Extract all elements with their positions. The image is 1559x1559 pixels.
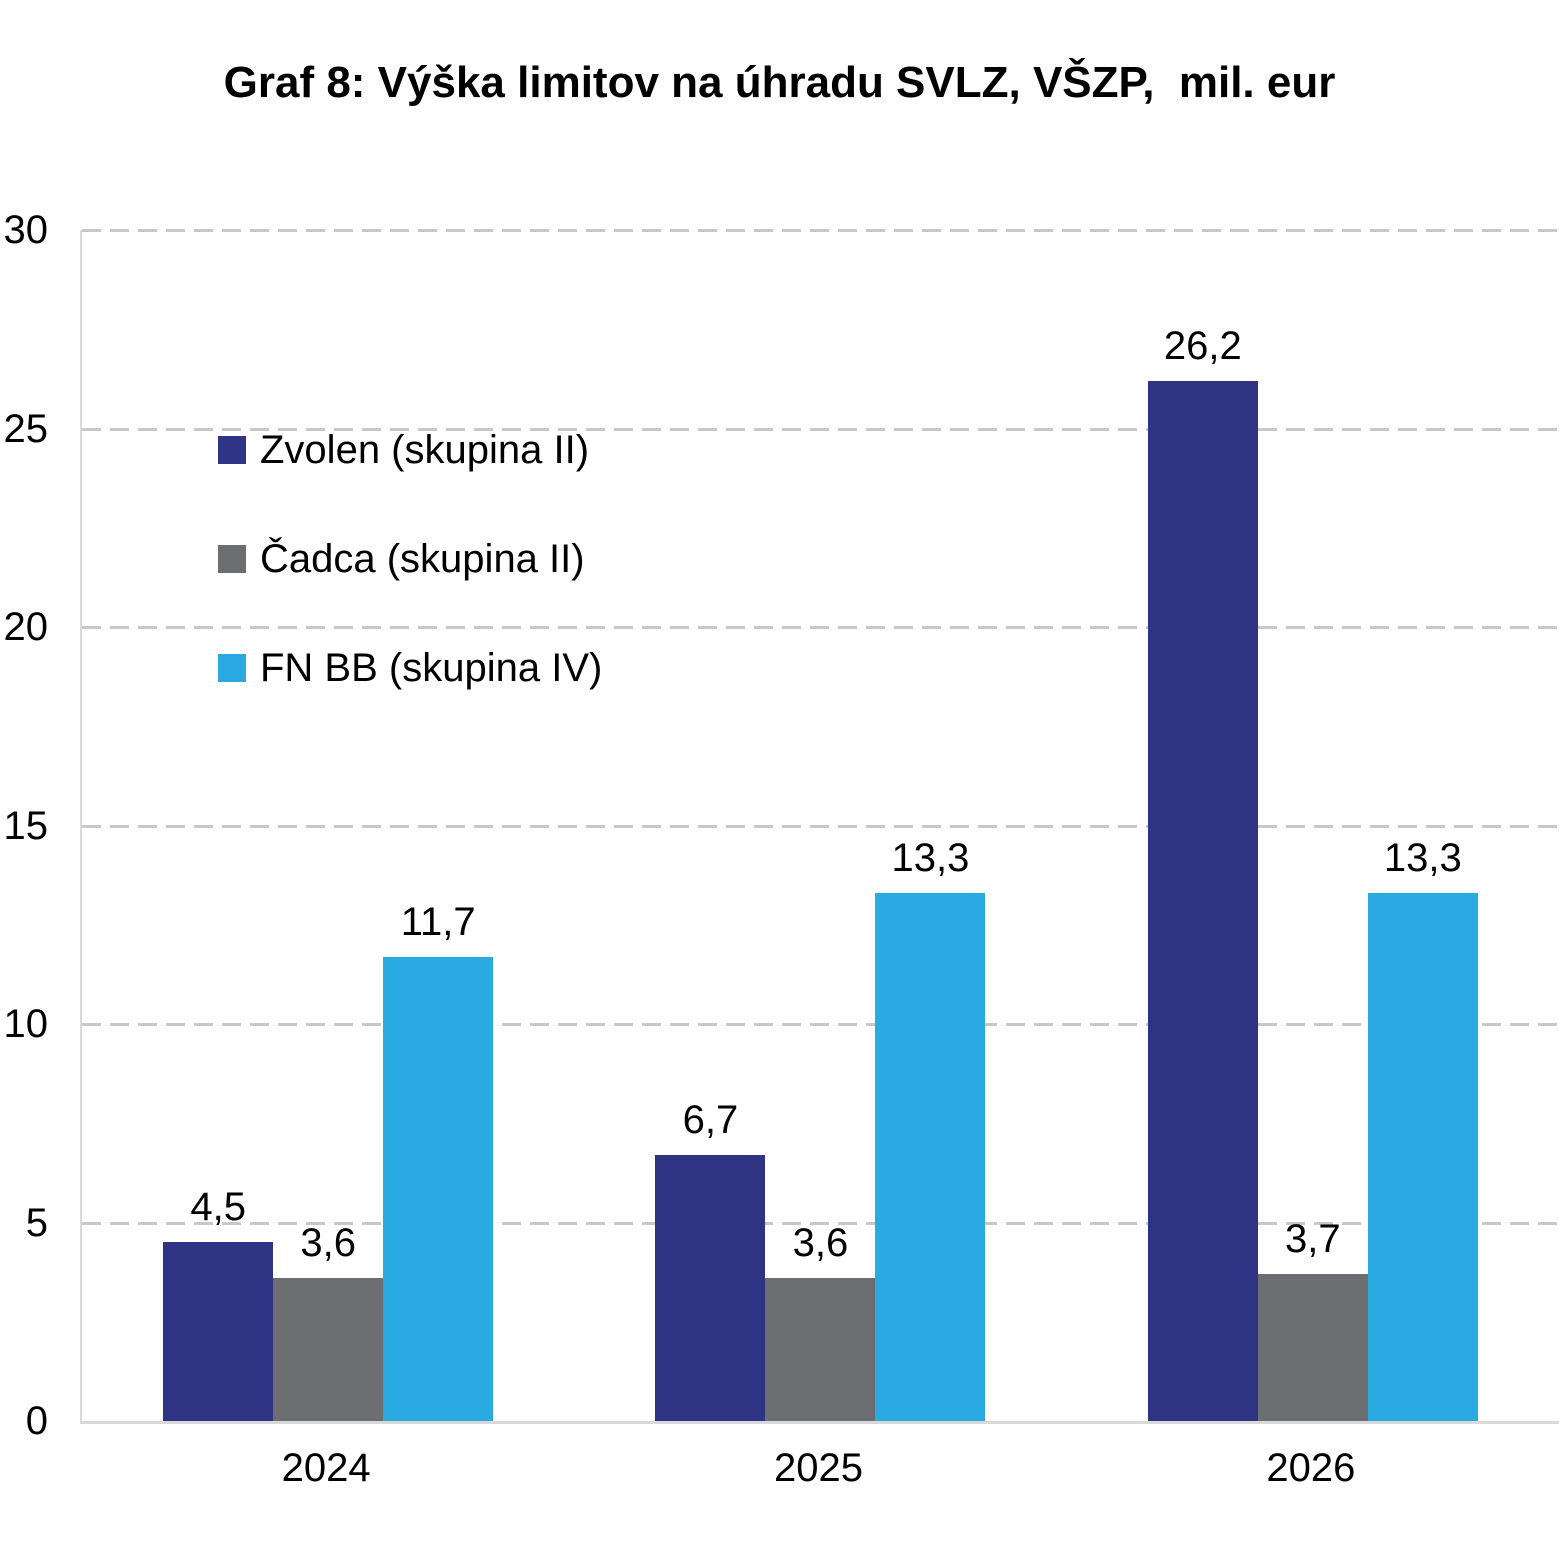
bar-value-label: 3,6 bbox=[792, 1221, 849, 1266]
legend-label: Zvolen (skupina II) bbox=[260, 428, 590, 472]
plot-area: 4,5 3,6 11,7 6,7 3,6 13,3 26,2 3,7 13,3 bbox=[80, 229, 1559, 1424]
bar bbox=[765, 1278, 876, 1421]
bar-column: 13,3 bbox=[875, 836, 986, 1421]
bar-groups: 4,5 3,6 11,7 6,7 3,6 13,3 26,2 3,7 13,3 bbox=[82, 230, 1559, 1421]
bar-value-label: 13,3 bbox=[1383, 836, 1462, 880]
bar-column: 3,6 bbox=[273, 1221, 384, 1421]
bar-group-2026: 26,2 3,7 13,3 bbox=[1067, 230, 1559, 1421]
x-category-label: 2026 bbox=[1266, 1446, 1356, 1490]
bar bbox=[1367, 893, 1478, 1421]
bar-group-2025: 6,7 3,6 13,3 bbox=[574, 230, 1066, 1421]
bar-value-label: 4,5 bbox=[190, 1185, 246, 1230]
legend-label: Čadca (skupina II) bbox=[260, 537, 585, 581]
gridline-10 bbox=[82, 1023, 1559, 1026]
bar-value-label: 26,2 bbox=[1163, 323, 1242, 368]
bar-column: 4,5 bbox=[163, 1185, 274, 1421]
bar-column: 3,7 bbox=[1257, 1217, 1368, 1421]
y-tick-label: 20 bbox=[3, 605, 49, 649]
bar-value-label: 3,7 bbox=[1285, 1217, 1341, 1262]
bar-value-label: 13,3 bbox=[891, 836, 970, 880]
legend-item: Čadca (skupina II) bbox=[218, 537, 602, 581]
legend: Zvolen (skupina II) Čadca (skupina II) FN … bbox=[218, 428, 602, 755]
legend-item: FN BB (skupina IV) bbox=[218, 646, 602, 690]
bar-column: 3,6 bbox=[765, 1221, 876, 1421]
gridline-20 bbox=[82, 626, 1559, 629]
bar-column: 6,7 bbox=[655, 1098, 766, 1421]
y-tick-label: 5 bbox=[25, 1200, 48, 1245]
gridline-5 bbox=[82, 1221, 1559, 1225]
gridline-30 bbox=[82, 229, 1559, 232]
y-tick-label: 10 bbox=[3, 1002, 49, 1046]
bar-group-2024: 4,5 3,6 11,7 bbox=[82, 230, 574, 1421]
y-tick-label: 30 bbox=[3, 208, 49, 252]
y-tick-label: 25 bbox=[3, 406, 49, 451]
legend-item: Zvolen (skupina II) bbox=[218, 428, 602, 472]
bar bbox=[875, 893, 986, 1421]
y-tick-label: 15 bbox=[3, 803, 49, 848]
bar-column: 11,7 bbox=[383, 899, 494, 1421]
bar bbox=[655, 1155, 766, 1421]
bar-value-label: 6,7 bbox=[682, 1098, 739, 1143]
gridline-15 bbox=[82, 824, 1559, 828]
bar bbox=[1147, 380, 1258, 1421]
x-category-label: 2024 bbox=[281, 1446, 371, 1490]
gridline-25 bbox=[82, 427, 1559, 431]
bar bbox=[1257, 1274, 1368, 1421]
legend-swatch bbox=[218, 436, 246, 464]
bar-value-label: 3,6 bbox=[300, 1221, 356, 1266]
legend-swatch bbox=[218, 545, 246, 573]
x-axis-labels: 2024 2025 2026 bbox=[80, 1446, 1557, 1490]
chart-title: Graf 8: Výška limitov na úhradu SVLZ, VŠ… bbox=[223, 58, 1336, 107]
legend-swatch bbox=[218, 654, 246, 682]
legend-label: FN BB (skupina IV) bbox=[260, 646, 603, 690]
x-category-label: 2025 bbox=[774, 1446, 863, 1490]
bar-column: 26,2 bbox=[1147, 323, 1258, 1421]
bar bbox=[163, 1242, 274, 1421]
bar bbox=[383, 956, 494, 1421]
y-tick-label: 0 bbox=[25, 1399, 48, 1443]
bar-value-label: 11,7 bbox=[400, 899, 476, 944]
bar bbox=[273, 1278, 384, 1421]
bar-column: 13,3 bbox=[1367, 836, 1478, 1421]
